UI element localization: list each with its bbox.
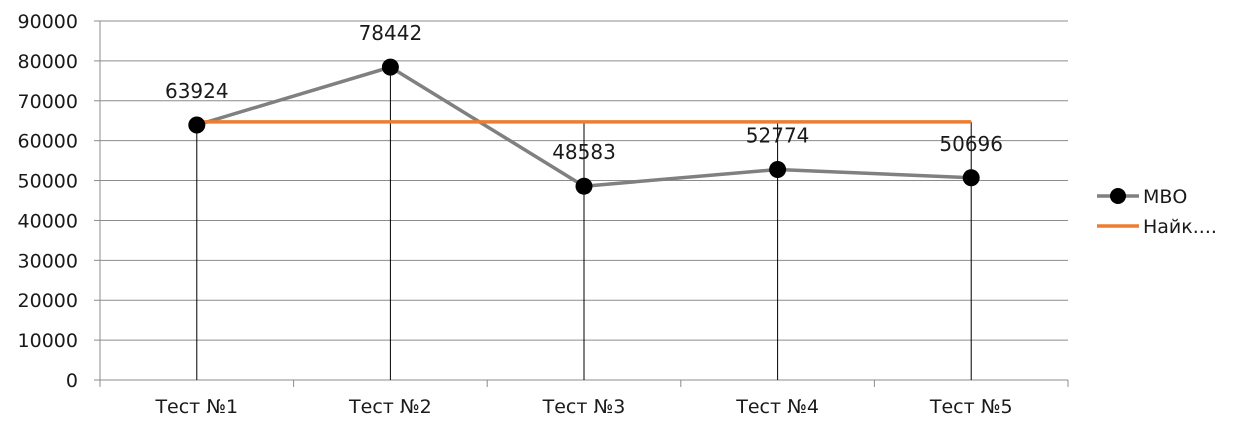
- y-tick-label: 80000: [18, 51, 78, 73]
- series-marker: [188, 116, 206, 134]
- x-tick-label: Тест №1: [154, 396, 238, 418]
- data-label: 63924: [165, 79, 229, 103]
- y-tick-label: 20000: [18, 290, 78, 312]
- series-marker: [769, 160, 787, 178]
- data-label: 48583: [552, 140, 616, 164]
- data-label: 52774: [746, 123, 810, 147]
- y-tick-label: 0: [66, 370, 78, 392]
- data-label: 78442: [359, 21, 423, 45]
- y-tick-label: 90000: [18, 11, 78, 33]
- x-tick-label: Тест №5: [929, 396, 1013, 418]
- y-tick-label: 30000: [18, 250, 78, 272]
- y-tick-label: 40000: [18, 210, 78, 232]
- y-tick-label: 10000: [18, 330, 78, 352]
- x-tick-label: Тест №3: [542, 396, 626, 418]
- drop-lines: [196, 67, 972, 380]
- legend-label: МВО: [1143, 186, 1187, 208]
- data-labels: 63924 78442 48583 52774 50696: [165, 21, 1003, 164]
- series-marker: [575, 177, 593, 195]
- legend-label: Найк....: [1143, 216, 1217, 238]
- y-tick-label: 70000: [18, 91, 78, 113]
- x-tick-label: Тест №4: [735, 396, 819, 418]
- y-tick-label: 50000: [18, 171, 78, 193]
- axes: 0 10000 20000 30000 40000 50000 60000 70000 8000…: [18, 11, 1069, 418]
- series-marker: [962, 169, 980, 187]
- legend-marker: [1110, 188, 1126, 204]
- legend: МВО Найк....: [1097, 186, 1217, 238]
- x-tick-label: Тест №2: [348, 396, 432, 418]
- series-marker: [381, 58, 399, 76]
- series-markers: [188, 58, 980, 195]
- y-tick-label: 60000: [18, 131, 78, 153]
- data-label: 50696: [939, 132, 1003, 156]
